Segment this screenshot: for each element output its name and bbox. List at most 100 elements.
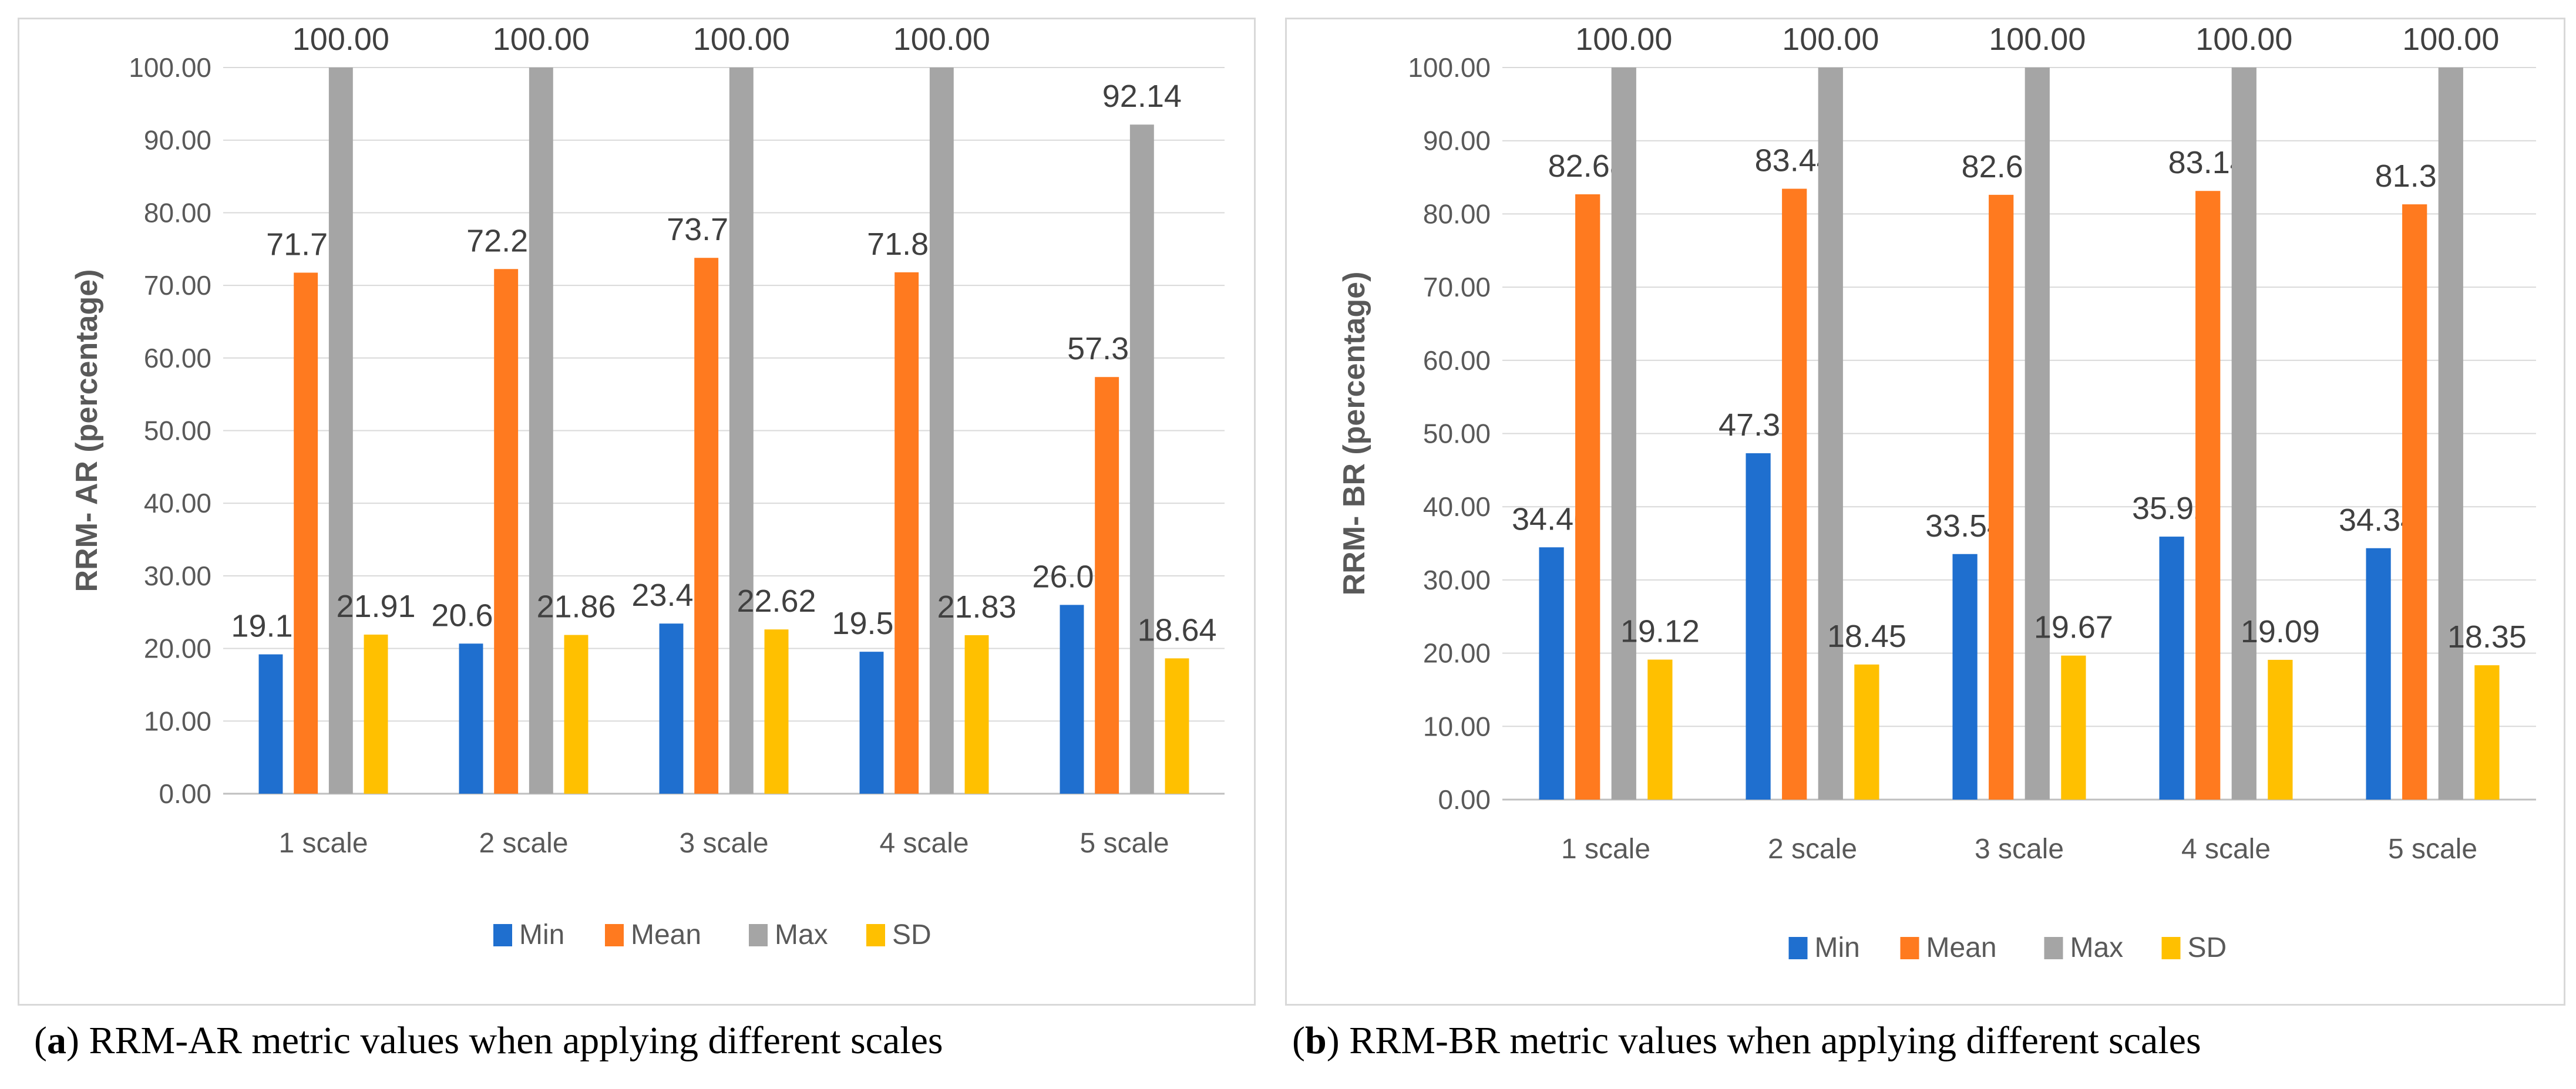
bar-a-sd-4 <box>964 635 989 794</box>
panel-b-frame <box>1285 18 2565 1006</box>
bar-b-mean-2 <box>1782 188 1807 800</box>
bar-b-min-4 <box>2159 537 2184 800</box>
caption-b-text: RRM-BR metric values when applying diffe… <box>1339 1019 2201 1062</box>
bar-a-mean-1 <box>294 272 318 794</box>
legend-label-a-mean: Mean <box>631 919 701 950</box>
legend-label-a-min: Min <box>519 919 564 950</box>
y-tick-label-a-7: 70.00 <box>144 270 211 301</box>
x-tick-label-b-3: 3 scale <box>1975 834 2064 865</box>
legend-label-b-min: Min <box>1815 932 1860 963</box>
y-tick-label-b-0: 0.00 <box>1438 784 1491 815</box>
bar-a-sd-3 <box>764 629 789 794</box>
bar-b-sd-2 <box>1854 664 1879 800</box>
data-label-b-sd-4: 19.09 <box>2241 614 2320 649</box>
data-label-b-sd-3: 19.67 <box>2034 610 2113 645</box>
bar-b-min-2 <box>1746 453 1771 800</box>
data-label-b-max-1: 100.00 <box>1575 22 1672 57</box>
y-tick-label-a-9: 90.00 <box>144 125 211 156</box>
bar-b-sd-5 <box>2474 665 2500 800</box>
x-tick-label-a-5: 5 scale <box>1080 828 1169 859</box>
caption-a-letter: a <box>46 1019 66 1062</box>
x-tick-label-a-3: 3 scale <box>679 828 768 859</box>
data-label-a-max-3: 100.00 <box>693 22 790 57</box>
bar-a-mean-3 <box>694 258 719 794</box>
bar-b-sd-4 <box>2268 659 2293 800</box>
data-label-b-sd-1: 19.12 <box>1620 614 1700 649</box>
bar-b-max-1 <box>1611 68 1636 800</box>
y-tick-label-b-3: 30.00 <box>1423 565 1491 595</box>
legend-swatch-b-max <box>2044 937 2063 959</box>
legend-swatch-a-min <box>493 924 512 946</box>
y-tick-label-a-4: 40.00 <box>144 488 211 518</box>
bar-a-mean-2 <box>494 269 519 794</box>
legend-label-b-mean: Mean <box>1926 932 1997 963</box>
y-tick-label-a-3: 30.00 <box>144 561 211 591</box>
bar-b-sd-3 <box>2061 655 2086 800</box>
data-label-a-sd-3: 22.62 <box>737 584 816 619</box>
bar-b-min-3 <box>1952 554 1978 800</box>
y-tick-label-b-6: 60.00 <box>1423 345 1491 376</box>
bar-a-max-5 <box>1129 124 1154 794</box>
bar-b-mean-4 <box>2195 191 2221 800</box>
data-label-a-max-1: 100.00 <box>292 22 389 57</box>
x-tick-label-a-4: 4 scale <box>879 828 968 859</box>
y-tick-label-a-8: 80.00 <box>144 197 211 228</box>
x-tick-label-b-2: 2 scale <box>1768 834 1857 865</box>
bar-a-max-1 <box>328 68 353 794</box>
bar-a-max-4 <box>929 68 954 794</box>
legend-swatch-b-sd <box>2161 937 2181 959</box>
x-tick-label-b-5: 5 scale <box>2388 834 2477 865</box>
bar-a-min-4 <box>859 652 884 794</box>
bar-b-min-1 <box>1539 547 1564 800</box>
caption-b-letter: b <box>1304 1019 1327 1062</box>
x-tick-label-b-1: 1 scale <box>1561 834 1650 865</box>
legend-swatch-b-mean <box>1900 937 1919 959</box>
bar-b-max-3 <box>2025 68 2050 800</box>
data-label-a-max-2: 100.00 <box>493 22 590 57</box>
data-label-b-max-5: 100.00 <box>2402 22 2499 57</box>
bar-a-sd-5 <box>1165 658 1189 794</box>
bar-a-max-2 <box>529 68 553 794</box>
y-tick-label-b-10: 100.00 <box>1408 52 1491 83</box>
data-label-a-max-5: 92.14 <box>1102 79 1182 114</box>
bar-b-max-4 <box>2231 68 2256 800</box>
legend-swatch-b-min <box>1788 937 1808 959</box>
data-label-a-sd-5: 18.64 <box>1137 612 1216 648</box>
legend-swatch-a-mean <box>605 924 624 946</box>
y-tick-label-b-9: 90.00 <box>1423 126 1491 156</box>
y-tick-label-b-1: 10.00 <box>1423 711 1491 741</box>
y-tick-label-b-2: 20.00 <box>1423 638 1491 669</box>
data-label-a-sd-1: 21.91 <box>336 589 415 624</box>
caption-a-text: RRM-AR metric values when applying diffe… <box>79 1019 943 1062</box>
chart-b: 0.00 10.00 20.00 30.00 40.00 50.00 60.00 70.00 8… <box>1337 22 2536 963</box>
y-tick-label-b-7: 70.00 <box>1423 272 1491 302</box>
panel-a-frame <box>18 18 1256 1006</box>
bar-a-max-3 <box>729 68 754 794</box>
y-tick-label-b-4: 40.00 <box>1423 491 1491 522</box>
bar-b-min-5 <box>2366 548 2391 800</box>
y-axis-title-a: RRM- AR (percentage) <box>70 269 104 592</box>
y-tick-label-a-5: 50.00 <box>144 416 211 446</box>
data-label-b-sd-2: 18.45 <box>1827 619 1906 654</box>
bar-b-sd-1 <box>1647 659 1673 800</box>
chart-a: 0.00 10.00 20.00 30.00 40.00 50.00 60.00 70.00 8… <box>70 22 1225 950</box>
data-label-a-sd-4: 21.83 <box>937 589 1016 625</box>
y-tick-label-a-1: 10.00 <box>144 706 211 736</box>
x-tick-label-b-4: 4 scale <box>2181 834 2271 865</box>
data-label-a-max-4: 100.00 <box>893 22 990 57</box>
data-label-b-max-2: 100.00 <box>1782 22 1879 57</box>
bar-a-mean-4 <box>894 272 919 794</box>
y-tick-label-b-8: 80.00 <box>1423 198 1491 229</box>
bar-b-mean-5 <box>2402 204 2427 800</box>
caption-a: (a) RRM-AR metric values when applying d… <box>34 1019 943 1062</box>
y-tick-label-a-10: 100.00 <box>129 52 211 83</box>
legend-label-b-sd: SD <box>2188 932 2227 963</box>
bar-b-mean-3 <box>1989 194 2014 800</box>
legend-swatch-a-sd <box>866 924 885 946</box>
legend-label-a-max: Max <box>775 919 828 950</box>
bar-a-min-3 <box>659 623 684 794</box>
bar-a-sd-2 <box>564 635 588 794</box>
y-tick-label-b-5: 50.00 <box>1423 419 1491 449</box>
y-axis-title-b: RRM- BR (percentage) <box>1337 272 1371 596</box>
data-label-b-max-3: 100.00 <box>1989 22 2086 57</box>
